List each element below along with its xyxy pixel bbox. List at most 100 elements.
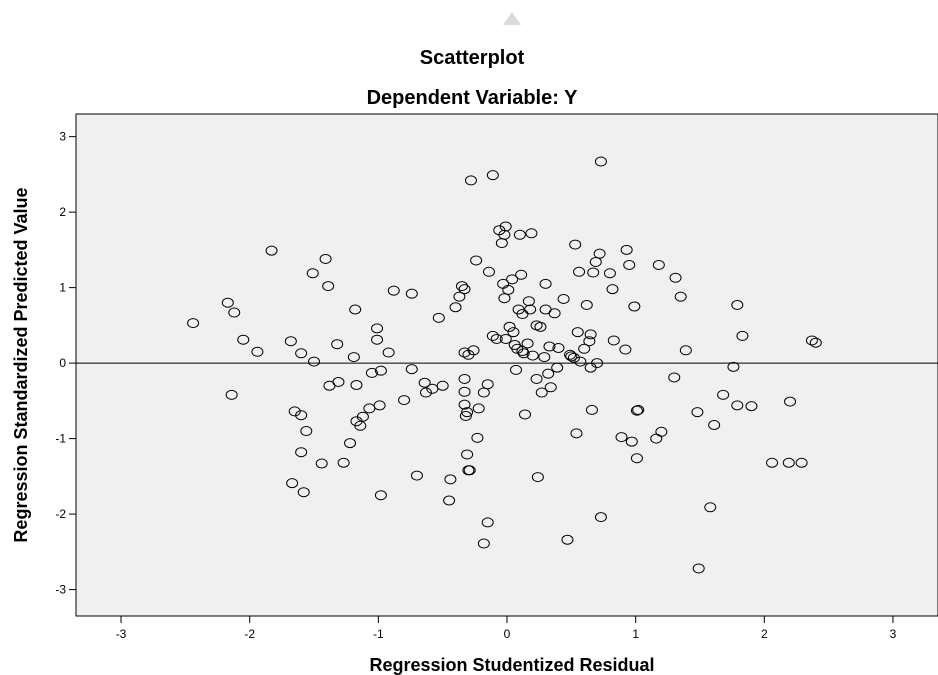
data-point	[591, 358, 604, 369]
data-point	[443, 495, 456, 506]
data-point	[692, 563, 705, 574]
data-point	[521, 338, 534, 349]
data-point	[668, 372, 681, 383]
data-point	[565, 351, 578, 362]
data-point	[583, 336, 596, 347]
y-tick-label: -3	[55, 583, 66, 597]
data-point	[603, 268, 616, 279]
x-tick-label: 2	[761, 627, 768, 641]
data-point	[471, 432, 484, 443]
x-tick-label: 1	[632, 627, 639, 641]
data-point	[374, 490, 387, 501]
data-point	[526, 350, 539, 361]
data-point	[350, 380, 363, 391]
data-point	[569, 239, 582, 250]
data-point	[679, 345, 692, 356]
data-point	[623, 259, 636, 270]
data-point	[295, 410, 308, 421]
chart-title: Scatterplot	[420, 47, 525, 69]
data-point	[461, 407, 474, 418]
data-point	[470, 255, 483, 266]
data-point	[620, 244, 633, 255]
data-point	[784, 396, 797, 407]
data-point	[704, 502, 717, 513]
data-point	[503, 321, 516, 332]
data-point	[297, 487, 310, 498]
y-tick-label: 3	[59, 130, 66, 144]
data-point	[458, 284, 471, 295]
data-point	[708, 420, 721, 431]
data-point	[515, 269, 528, 280]
data-point	[315, 458, 328, 469]
data-point	[331, 339, 344, 350]
data-point	[691, 407, 704, 418]
data-point	[594, 512, 607, 523]
x-axis-label: Regression Studentized Residual	[369, 655, 654, 675]
data-point	[286, 478, 299, 489]
data-point	[534, 321, 547, 332]
data-point	[557, 293, 570, 304]
data-point	[522, 296, 535, 307]
data-point	[365, 367, 378, 378]
data-point	[510, 364, 523, 375]
data-point	[288, 406, 301, 417]
data-point	[228, 307, 241, 318]
data-point	[284, 336, 297, 347]
data-points	[187, 156, 822, 574]
data-point	[517, 348, 530, 359]
data-point	[306, 268, 319, 279]
data-point	[551, 362, 564, 373]
data-point	[332, 376, 345, 387]
data-point	[295, 447, 308, 458]
data-point	[745, 401, 758, 412]
data-point	[538, 352, 551, 363]
data-point	[736, 330, 749, 341]
data-point	[655, 426, 668, 437]
data-point	[571, 327, 584, 338]
data-point	[265, 245, 278, 256]
data-point	[319, 253, 332, 264]
data-point	[731, 400, 744, 411]
data-point	[337, 457, 350, 468]
data-point	[542, 368, 555, 379]
data-point	[669, 272, 682, 283]
data-point	[225, 389, 238, 400]
data-point	[481, 517, 494, 528]
y-tick-label: -2	[55, 507, 66, 521]
data-point	[539, 278, 552, 289]
x-tick-label: -1	[373, 627, 384, 641]
data-point	[607, 335, 620, 346]
y-axis-ticks: -3 -2 -1 0 1 2 3	[55, 130, 76, 597]
decorative-triangle-icon	[503, 12, 521, 25]
data-point	[498, 229, 511, 240]
data-point	[561, 534, 574, 545]
data-point	[506, 274, 519, 285]
data-point	[580, 299, 593, 310]
data-point	[727, 361, 740, 372]
data-point	[548, 308, 561, 319]
data-point	[543, 341, 556, 352]
data-point	[502, 284, 515, 295]
data-point	[809, 337, 822, 348]
data-point	[535, 387, 548, 398]
x-tick-label: 0	[504, 627, 511, 641]
data-point	[481, 379, 494, 390]
data-point	[490, 333, 503, 344]
data-point	[467, 345, 480, 356]
data-point	[731, 299, 744, 310]
data-point	[347, 352, 360, 363]
data-point	[530, 373, 543, 384]
data-point	[449, 302, 462, 313]
data-point	[587, 267, 600, 278]
data-point	[455, 281, 468, 292]
data-point	[574, 356, 587, 367]
data-point	[482, 266, 495, 277]
data-point	[300, 426, 313, 437]
data-point	[585, 404, 598, 415]
data-point	[578, 343, 591, 354]
data-point	[432, 312, 445, 323]
data-point	[499, 333, 512, 344]
data-point	[531, 472, 544, 483]
data-point	[458, 399, 471, 410]
data-point	[717, 389, 730, 400]
